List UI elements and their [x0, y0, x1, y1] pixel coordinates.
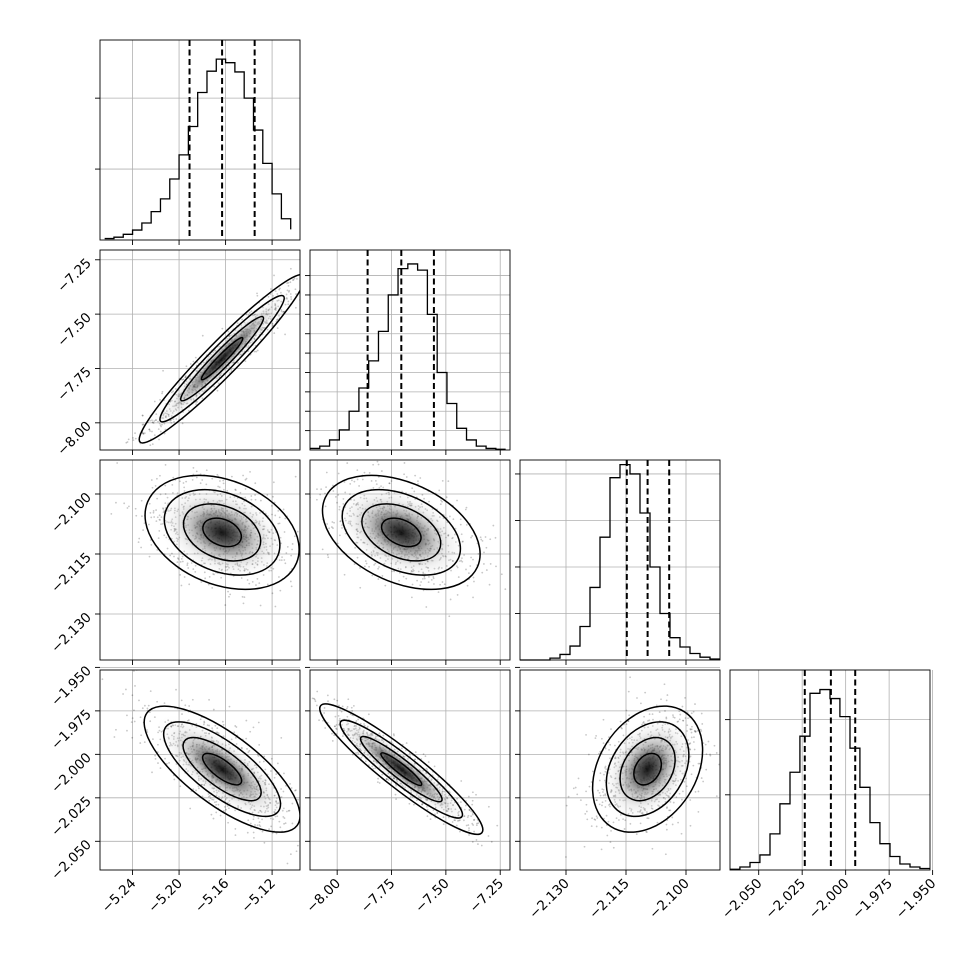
y-tick-label: −2.025	[48, 793, 95, 840]
contour-level-1	[201, 752, 243, 786]
density-panel-2-4: −8.00 −7.75 −7.50 −7.25	[303, 666, 511, 917]
y-tick-label: −2.000	[48, 750, 95, 797]
contour-level-4	[143, 705, 300, 833]
contour-level-2	[182, 503, 262, 562]
density-shading	[149, 284, 295, 433]
y-tick-label: −8.00	[54, 418, 95, 459]
y-tick-label: −7.50	[54, 310, 95, 351]
y-tick-label: −1.950	[48, 663, 95, 710]
panel-frame	[99, 39, 301, 241]
x-tick-label: −7.25	[466, 876, 507, 917]
histogram-panel-1	[95, 39, 301, 245]
x-tick-label: −2.025	[762, 876, 809, 923]
density-shading	[329, 711, 474, 827]
panel-frame	[519, 669, 721, 871]
x-tick-label: −2.000	[806, 876, 853, 923]
density-shading	[153, 713, 291, 825]
contour-level-3	[163, 488, 281, 576]
density-panel-1-3: −2.130 −2.115 −2.100	[48, 459, 301, 665]
contour-level-1	[200, 336, 244, 381]
x-tick-label: −7.75	[358, 876, 399, 917]
y-tick-label: −7.75	[54, 364, 95, 405]
contour-level-3	[605, 721, 690, 818]
histogram-step	[104, 58, 292, 240]
x-tick-label: −2.130	[526, 876, 573, 923]
contour-level-3	[341, 488, 462, 576]
panel-frame	[729, 669, 931, 871]
contour-level-3	[162, 721, 282, 818]
density-panel-1-4: −5.24 −5.20 −5.16 −5.12−2.050−2.025−2.000−1…	[48, 663, 301, 917]
contour-level-2	[182, 736, 262, 802]
x-tick-label: −7.50	[412, 876, 453, 917]
y-tick-label: −1.975	[48, 706, 95, 753]
x-tick-label: −5.20	[145, 876, 186, 917]
histogram-panel-2	[305, 249, 511, 455]
y-tick-label: −2.130	[48, 610, 95, 657]
x-tick-label: −2.115	[586, 876, 633, 923]
panel-background	[100, 250, 300, 450]
density-shading	[331, 482, 471, 583]
y-tick-label: −2.050	[48, 837, 95, 884]
panel-frame	[99, 459, 301, 661]
contour-level-4	[144, 474, 300, 591]
contour-level-1	[633, 752, 663, 786]
x-tick-label: −5.24	[99, 876, 140, 917]
contour-level-1	[202, 517, 243, 548]
panel-background	[100, 40, 300, 240]
contour-level-2	[619, 736, 676, 802]
panel-background	[520, 460, 720, 660]
contour-level-4	[138, 273, 300, 444]
histogram-panel-3	[515, 459, 721, 665]
contour-level-3	[339, 719, 464, 819]
x-tick-label: −2.100	[646, 876, 693, 923]
y-tick-label: −2.115	[48, 550, 95, 597]
panel-frame	[309, 459, 511, 661]
contour-level-4	[319, 703, 484, 836]
panel-frame	[309, 249, 511, 451]
panel-frame	[309, 669, 511, 871]
panel-frame	[519, 459, 721, 661]
x-tick-label: −5.12	[238, 876, 279, 917]
contour-level-2	[361, 503, 442, 562]
x-tick-label: −2.050	[719, 876, 766, 923]
histogram-panel-4: −2.050−2.025−2.000−1.975−1.950	[719, 669, 940, 923]
panel-background	[310, 250, 510, 450]
y-tick-label: −7.25	[54, 255, 95, 296]
x-tick-label: −1.950	[893, 876, 940, 923]
histogram-step	[310, 263, 506, 450]
density-panel-2-3	[305, 459, 511, 665]
panel-frame	[99, 669, 301, 871]
contour-level-2	[359, 735, 443, 803]
x-tick-label: −8.00	[303, 876, 344, 917]
density-panel-3-4: −2.130 −2.115 −2.100	[515, 666, 721, 923]
panel-frame	[99, 249, 301, 451]
contour-level-1	[380, 752, 423, 787]
contour-level-2	[179, 315, 265, 402]
contour-level-4	[321, 474, 481, 591]
histogram-step	[520, 464, 720, 661]
x-tick-label: −5.16	[192, 876, 233, 917]
y-tick-label: −2.100	[48, 490, 95, 537]
contour-level-4	[591, 705, 704, 833]
contour-level-1	[380, 517, 422, 548]
contour-level-3	[159, 294, 285, 423]
x-tick-label: −1.975	[849, 876, 896, 923]
